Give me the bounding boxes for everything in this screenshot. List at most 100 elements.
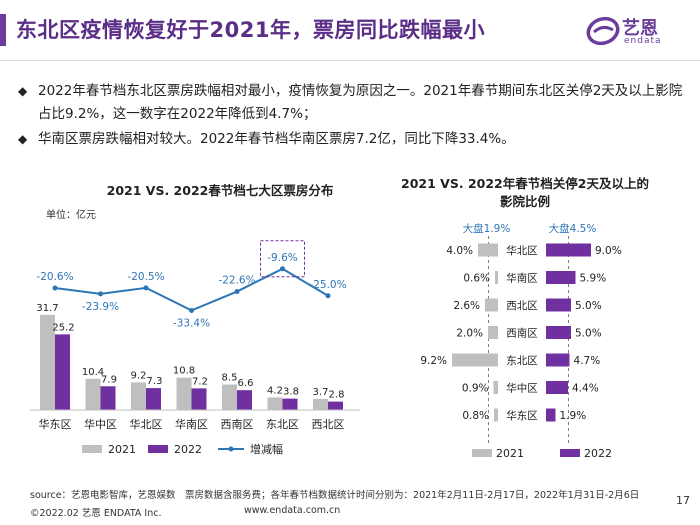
change-label-6: -25.0% bbox=[309, 279, 346, 291]
bar-2021-3 bbox=[488, 326, 498, 339]
value-label-2022-0: 25.2 bbox=[52, 322, 74, 333]
diamond-bullet-icon: ◆ bbox=[18, 132, 28, 146]
x-tick-label-1: 华中区 bbox=[84, 417, 117, 431]
bar-2021-2 bbox=[131, 382, 146, 410]
category-label-1: 华南区 bbox=[506, 272, 538, 285]
legend-swatch-2022 bbox=[560, 449, 580, 457]
bar-2021-0 bbox=[478, 243, 498, 257]
reference-label-left: 大盘1.9% bbox=[463, 222, 511, 235]
change-label-2: -20.5% bbox=[127, 271, 164, 283]
bar-2021-0 bbox=[40, 314, 55, 410]
reference-label-right: 大盘4.5% bbox=[549, 222, 597, 235]
bar-2021-5 bbox=[493, 381, 498, 394]
bar-2022-1 bbox=[546, 271, 576, 284]
bar-2022-4 bbox=[237, 390, 252, 410]
bar-2022-0 bbox=[55, 334, 70, 410]
bar-2022-6 bbox=[328, 401, 343, 410]
bar-2021-4 bbox=[222, 384, 237, 410]
value-label-2022-0: 9.0% bbox=[595, 245, 622, 257]
change-point-0 bbox=[52, 285, 58, 291]
bar-2022-2 bbox=[146, 388, 161, 410]
change-point-4 bbox=[234, 289, 240, 295]
value-label-2021-1: 10.4 bbox=[82, 367, 104, 378]
value-label-2021-5: 4.2 bbox=[267, 385, 283, 396]
logo-mark-icon bbox=[586, 16, 620, 46]
change-point-2 bbox=[143, 285, 149, 291]
bar-2021-2 bbox=[485, 298, 498, 312]
bar-2021-1 bbox=[85, 378, 101, 410]
bullet-item: ◆ 2022年春节档东北区票房跌幅相对最小，疫情恢复为原因之一。2021年春节期… bbox=[18, 80, 688, 126]
value-label-2022-1: 7.9 bbox=[101, 374, 117, 385]
value-label-2022-4: 6.6 bbox=[238, 378, 254, 389]
change-label-4: -22.6% bbox=[218, 275, 255, 287]
bar-2022-3 bbox=[191, 388, 207, 410]
category-label-2: 西北区 bbox=[506, 300, 538, 312]
value-label-2022-5: 4.4% bbox=[572, 383, 599, 395]
chart1-title: 2021 VS. 2022春节档七大区票房分布 bbox=[106, 183, 334, 198]
region-boxoffice-chart: 31.7 25.2 华东区 10.47.9 华中区 9.27.3 华北区 10.87.2 华南区… bbox=[30, 240, 360, 456]
closure-ratio-chart: 大盘1.9% 大盘4.5% 4.0% 9.0% 华北区 0.6% 5.9% 华南区 2.6% 5.… bbox=[420, 222, 622, 460]
change-label-3: -33.4% bbox=[173, 317, 210, 329]
endata-logo: 艺恩 endata bbox=[586, 10, 686, 52]
change-point-5 bbox=[280, 266, 285, 272]
x-tick-label-5: 东北区 bbox=[266, 418, 299, 431]
chart1-unit: 单位：亿元 bbox=[46, 210, 96, 221]
value-label-2021-0: 4.0% bbox=[446, 245, 473, 257]
legend-label-2022: 2022 bbox=[584, 447, 612, 460]
bar-2022-6 bbox=[546, 408, 556, 422]
category-label-5: 华中区 bbox=[506, 382, 538, 395]
source-note: source：艺恩电影智库，艺恩娱数 票房数据含服务费；各年春节档数据统计时间分… bbox=[30, 490, 640, 501]
value-label-2021-0: 31.7 bbox=[36, 303, 58, 314]
value-label-2021-4: 8.5 bbox=[222, 373, 238, 384]
title-accent-bar bbox=[0, 14, 6, 46]
bar-2022-5 bbox=[546, 381, 568, 394]
value-label-2021-3: 2.0% bbox=[456, 328, 483, 340]
value-label-2021-2: 2.6% bbox=[453, 300, 480, 312]
category-label-3: 西南区 bbox=[506, 327, 538, 340]
legend-point-change bbox=[228, 446, 234, 452]
bar-2021-1 bbox=[495, 271, 498, 284]
header-divider bbox=[0, 60, 700, 61]
change-label-0: -20.6% bbox=[36, 271, 73, 283]
value-label-2022-2: 7.3 bbox=[147, 376, 163, 387]
bullet-list: ◆ 2022年春节档东北区票房跌幅相对最小，疫情恢复为原因之一。2021年春节期… bbox=[18, 80, 688, 153]
legend-label-2022: 2022 bbox=[174, 443, 202, 456]
bar-2022-2 bbox=[546, 298, 571, 312]
page-number: 17 bbox=[676, 494, 690, 507]
change-point-3 bbox=[189, 307, 194, 313]
category-label-0: 华北区 bbox=[506, 244, 538, 257]
value-label-2022-6: 2.8 bbox=[329, 390, 345, 401]
x-tick-label-2: 华北区 bbox=[130, 417, 163, 431]
logo-text: 艺恩 bbox=[622, 18, 658, 39]
bar-2021-5 bbox=[267, 397, 283, 410]
value-label-2021-6: 3.7 bbox=[313, 387, 329, 398]
value-label-2022-6: 1.9% bbox=[560, 410, 587, 422]
x-tick-label-6: 西北区 bbox=[312, 418, 345, 431]
legend-label-change: 增减幅 bbox=[250, 442, 283, 456]
value-label-2022-1: 5.9% bbox=[580, 273, 607, 285]
x-tick-label-4: 西南区 bbox=[221, 418, 254, 431]
bar-2021-6 bbox=[313, 398, 328, 410]
value-label-2022-3: 7.2 bbox=[192, 376, 208, 387]
change-label-1: -23.9% bbox=[82, 301, 119, 313]
value-label-2021-4: 9.2% bbox=[420, 355, 447, 367]
value-label-2022-4: 4.7% bbox=[574, 355, 601, 367]
highlight-box bbox=[260, 240, 305, 278]
page-title: 东北区疫情恢复好于2021年，票房同比跌幅最小 bbox=[16, 18, 485, 42]
change-label-5: -9.6% bbox=[267, 252, 297, 264]
value-label-2021-1: 0.6% bbox=[463, 273, 490, 285]
value-label-2021-2: 9.2 bbox=[131, 370, 147, 381]
chart2-title: 2021 VS. 2022年春节档关停2天及以上的影院比例 bbox=[401, 176, 649, 209]
change-point-1 bbox=[98, 291, 103, 297]
legend-label-2021: 2021 bbox=[108, 443, 136, 456]
bar-2022-5 bbox=[282, 398, 298, 410]
legend-swatch-2022 bbox=[148, 445, 168, 453]
bullet-item: ◆ 华南区票房跌幅相对较大。2022年春节档华南区票房7.2亿，同比下降33.4… bbox=[18, 128, 688, 151]
bar-2022-4 bbox=[546, 353, 570, 367]
legend-label-2021: 2021 bbox=[496, 447, 524, 460]
bar-2022-1 bbox=[100, 386, 116, 410]
bar-2021-6 bbox=[494, 408, 498, 422]
value-label-2022-2: 5.0% bbox=[575, 300, 602, 312]
category-label-4: 东北区 bbox=[506, 354, 538, 367]
legend-swatch-2021 bbox=[472, 449, 492, 457]
